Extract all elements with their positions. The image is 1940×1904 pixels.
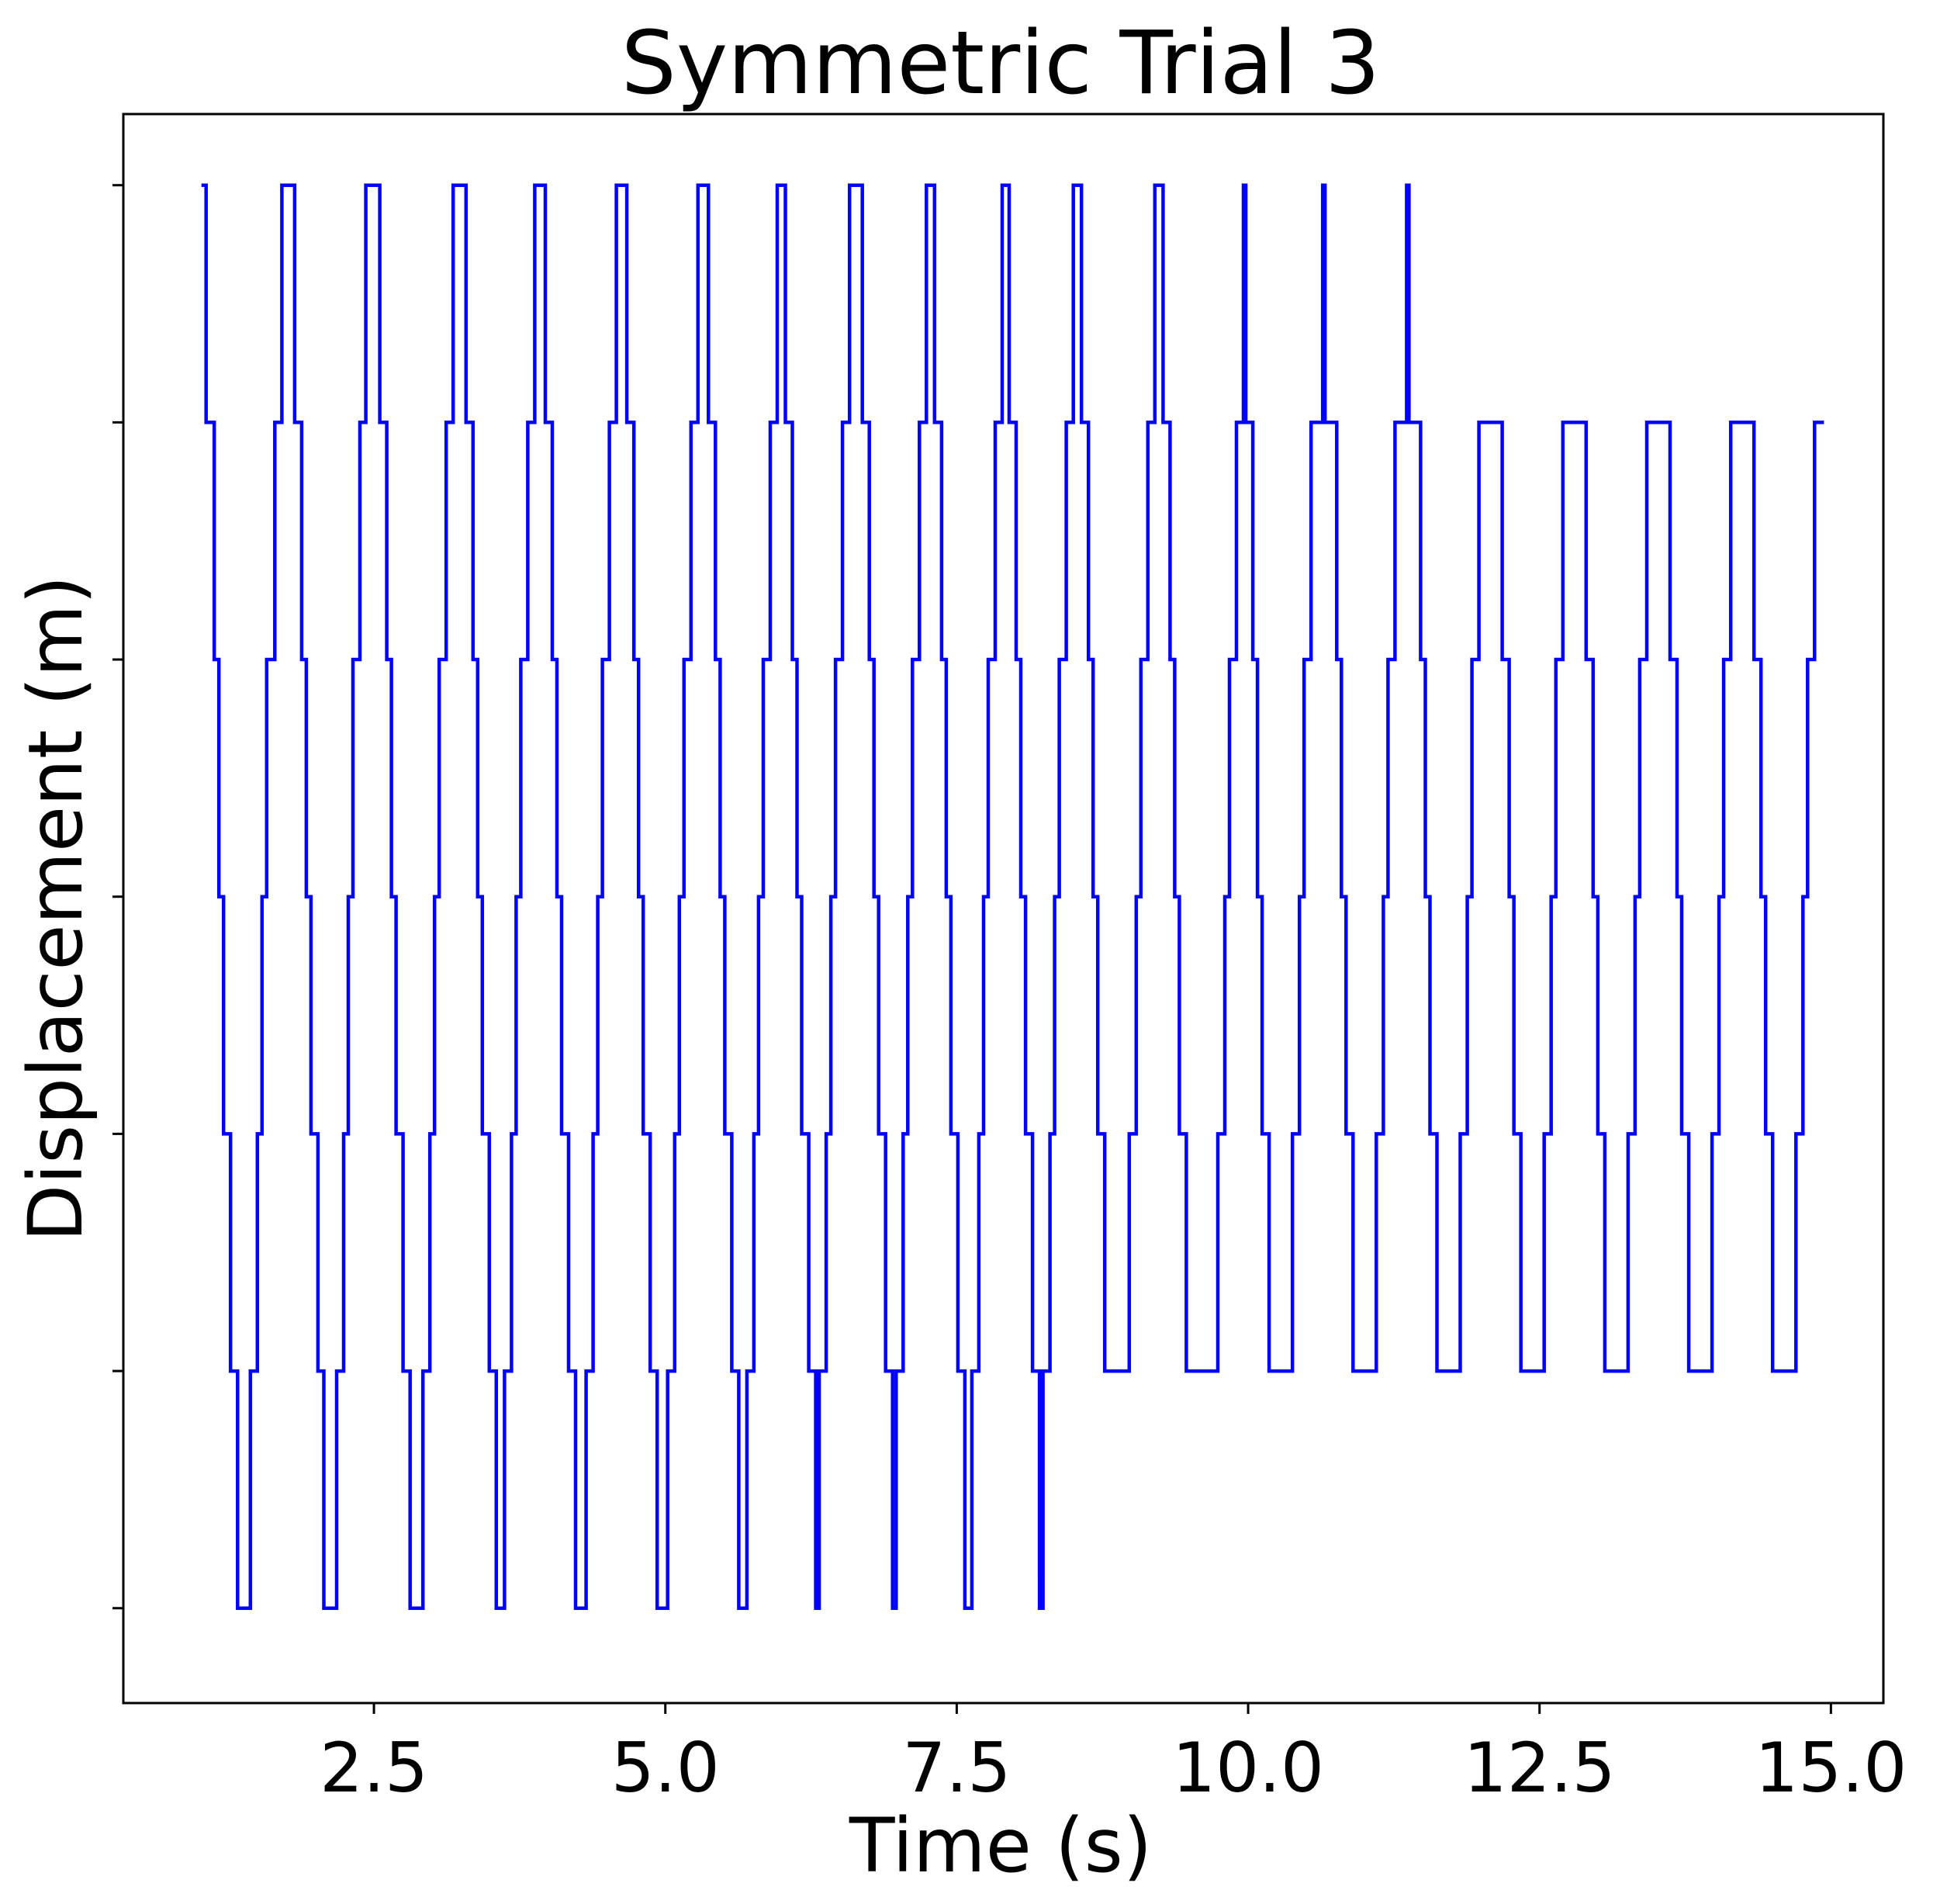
y-axis (112, 184, 123, 1610)
x-tick-label: 7.5 (902, 1728, 1011, 1808)
plot-area (122, 113, 1885, 1705)
x-tick-label: 5.0 (611, 1728, 720, 1808)
x-tick-label: 12.5 (1464, 1728, 1616, 1808)
chart-title: Symmetric Trial 3 (621, 13, 1380, 114)
x-tick-label: 15.0 (1755, 1728, 1907, 1808)
series-line-0 (201, 183, 1824, 1610)
x-tick-label: 10.0 (1172, 1728, 1324, 1808)
x-axis: 2.5 5.0 7.5 10.0 12.5 15.0 (320, 1703, 1907, 1808)
plot-frame (122, 113, 1885, 1705)
x-tick-label: 2.5 (320, 1728, 428, 1808)
series-layer (201, 183, 1824, 1610)
x-axis-label: Time (s) (849, 1802, 1152, 1889)
y-axis-label: Displacement (m) (12, 576, 99, 1242)
